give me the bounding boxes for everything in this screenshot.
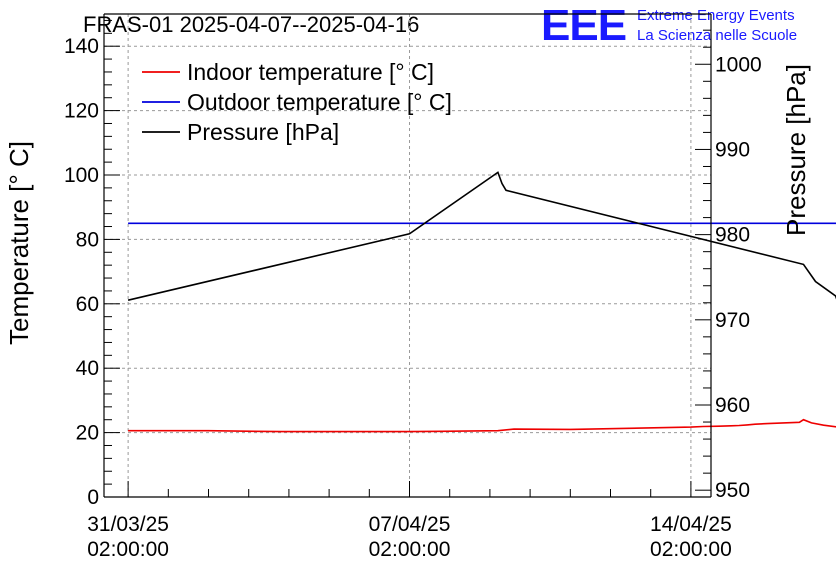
y2-axis-label: Pressure [hPa]: [781, 64, 811, 236]
y2-tick-label: 980: [715, 224, 750, 247]
y-axis-label: Temperature [° C]: [4, 141, 34, 345]
chart-title: FRAS-01 2025-04-07--2025-04-16: [83, 12, 419, 37]
x-tick-time-label: 02:00:00: [87, 538, 169, 561]
legend-label-pressure: Pressure [hPa]: [187, 119, 339, 145]
y2-tick-label: 1000: [715, 53, 762, 76]
x-tick-date-label: 07/04/25: [369, 513, 451, 536]
x-tick-time-label: 02:00:00: [650, 538, 732, 561]
eee-logo: EEE Extreme Energy Events La Scienza nel…: [541, 1, 797, 50]
plot-frame: [103, 13, 712, 498]
y-tick-label: 40: [76, 357, 99, 380]
grid-lines: [104, 14, 711, 497]
legend: Indoor temperature [° C] Outdoor temperat…: [142, 59, 452, 145]
y-tick-label: 140: [64, 35, 99, 58]
series-line-indoor-temperature: [128, 418, 836, 433]
legend-label-outdoor-temperature: Outdoor temperature [° C]: [187, 89, 452, 115]
y-tick-label: 120: [64, 100, 99, 123]
x-tick-date-label: 14/04/25: [650, 513, 732, 536]
y-tick-label: 100: [64, 164, 99, 187]
axis-ticks: 0 20 40 60 80 100 120 140 950 960 970 980 990 1000 31/…: [64, 19, 762, 561]
y-tick-label: 80: [76, 228, 99, 251]
x-tick-time-label: 02:00:00: [369, 538, 451, 561]
logo-line-1: Extreme Energy Events: [637, 7, 795, 24]
y-tick-label: 0: [87, 486, 99, 509]
y-tick-label: 60: [76, 293, 99, 316]
legend-label-indoor-temperature: Indoor temperature [° C]: [187, 59, 434, 85]
series-layer: [127, 171, 836, 433]
y-tick-label: 20: [76, 422, 99, 445]
y2-tick-label: 970: [715, 309, 750, 332]
x-tick-date-label: 31/03/25: [87, 513, 169, 536]
y2-tick-label: 950: [715, 479, 750, 502]
series-line-pressure: [127, 171, 836, 301]
y2-tick-label: 960: [715, 394, 750, 417]
eee-logo-text: EEE: [541, 1, 626, 50]
logo-line-2: La Scienza nelle Scuole: [637, 27, 797, 44]
y2-tick-label: 990: [715, 138, 750, 161]
